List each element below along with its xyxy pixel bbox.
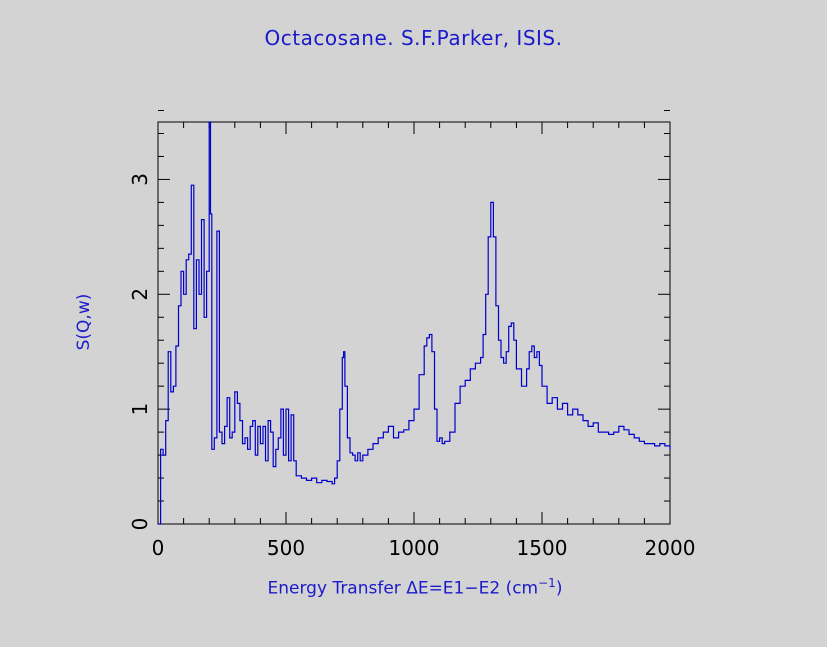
x-tick-label: 500 [267, 536, 305, 560]
x-tick-label: 2000 [645, 536, 696, 560]
y-tick-label: 2 [128, 288, 152, 301]
y-tick-label: 1 [128, 403, 152, 416]
y-tick-label: 3 [128, 173, 152, 186]
x-tick-label: 1500 [517, 536, 568, 560]
y-axis-label: S(Q,w) [74, 293, 94, 351]
x-axis-label-exponent: −1 [538, 576, 556, 590]
x-axis-label: Energy Transfer ΔE=E1−E2 (cm−1) [160, 576, 670, 599]
x-tick-label: 0 [152, 536, 165, 560]
tick-labels: 0 500 1000 1500 2000 0 1 2 3 [128, 173, 695, 560]
plot-frame [157, 121, 671, 525]
y-tick-label: 0 [128, 518, 152, 531]
x-axis-label-text: Energy Transfer ΔE=E1−E2 (cm [267, 578, 539, 599]
spectrum-line [158, 121, 671, 525]
tick-marks [157, 110, 671, 525]
x-axis-label-suffix: ) [555, 578, 563, 599]
chart-title: Octacosane. S.F.Parker, ISIS. [264, 26, 563, 50]
x-tick-label: 1000 [389, 536, 440, 560]
